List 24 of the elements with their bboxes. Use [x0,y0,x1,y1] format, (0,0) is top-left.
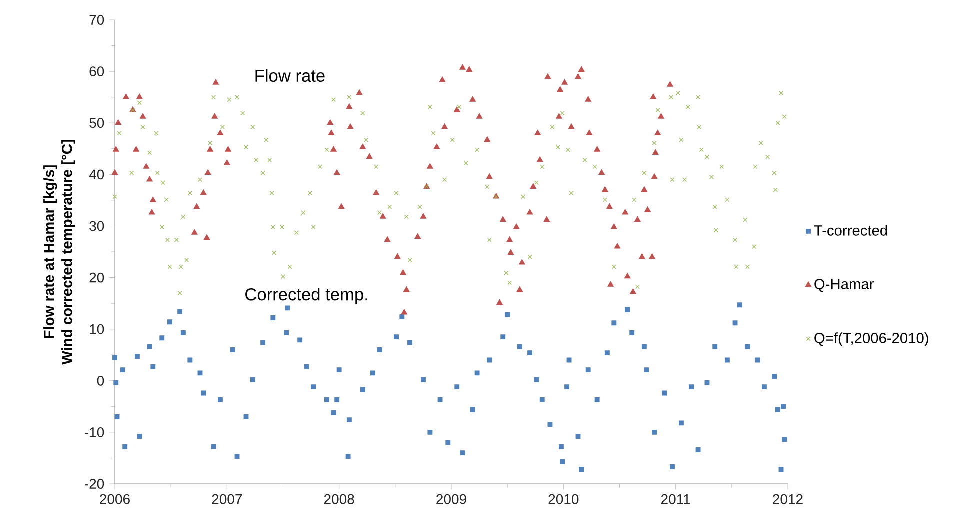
y-tick-label: 70 [90,15,104,25]
y-tick-label: 40 [89,170,104,180]
x-tick-label: 2009 [436,494,466,504]
y-tick-label: 30 [90,221,104,232]
y-tick-label: -20 [85,479,104,489]
text: Flow rate at Hamar [kg/s] [44,166,58,338]
x-tick-label: 2012 [773,494,803,504]
x-tick-label: 2011 [661,494,690,504]
x-tick-label: 2008 [324,494,354,504]
x-tick-label: 2006 [100,494,130,504]
annotation: Flow rate [256,69,325,82]
legend-label: Q-Hamar [814,279,874,292]
y-tick-label: 50 [90,118,104,128]
legend-label: Q=f(T,2006-2010) [814,332,928,346]
x-tick-label: 2007 [212,494,242,504]
y-tick-label: 10 [90,324,104,334]
legend-label: T-corrected [814,225,888,236]
y-tick-label: 60 [90,66,104,77]
y-tick-label: -10 [85,428,104,438]
x-tick-label: 2010 [548,494,579,504]
y-tick-label: 0 [97,376,104,386]
text: Wind corrected temperature [°C] [62,140,76,365]
annotation: Corrected temp. [246,288,368,304]
y-tick-label: 20 [90,272,104,283]
